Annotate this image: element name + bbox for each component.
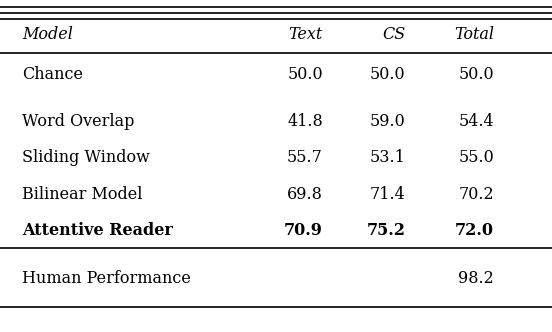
Text: Word Overlap: Word Overlap bbox=[22, 113, 135, 130]
Text: Chance: Chance bbox=[22, 66, 83, 83]
Text: 71.4: 71.4 bbox=[370, 186, 406, 203]
Text: 75.2: 75.2 bbox=[367, 222, 406, 239]
Text: Text: Text bbox=[289, 26, 323, 43]
Text: Human Performance: Human Performance bbox=[22, 270, 191, 288]
Text: 98.2: 98.2 bbox=[458, 270, 494, 288]
Text: 59.0: 59.0 bbox=[370, 113, 406, 130]
Text: 70.9: 70.9 bbox=[284, 222, 323, 239]
Text: Model: Model bbox=[22, 26, 73, 43]
Text: 50.0: 50.0 bbox=[287, 66, 323, 83]
Text: 50.0: 50.0 bbox=[458, 66, 494, 83]
Text: 72.0: 72.0 bbox=[455, 222, 494, 239]
Text: Sliding Window: Sliding Window bbox=[22, 149, 150, 166]
Text: CS: CS bbox=[383, 26, 406, 43]
Text: 41.8: 41.8 bbox=[287, 113, 323, 130]
Text: 50.0: 50.0 bbox=[370, 66, 406, 83]
Text: 55.0: 55.0 bbox=[458, 149, 494, 166]
Text: 54.4: 54.4 bbox=[458, 113, 494, 130]
Text: 53.1: 53.1 bbox=[370, 149, 406, 166]
Text: Attentive Reader: Attentive Reader bbox=[22, 222, 173, 239]
Text: 70.2: 70.2 bbox=[458, 186, 494, 203]
Text: 69.8: 69.8 bbox=[287, 186, 323, 203]
Text: Bilinear Model: Bilinear Model bbox=[22, 186, 142, 203]
Text: 55.7: 55.7 bbox=[287, 149, 323, 166]
Text: Total: Total bbox=[454, 26, 494, 43]
